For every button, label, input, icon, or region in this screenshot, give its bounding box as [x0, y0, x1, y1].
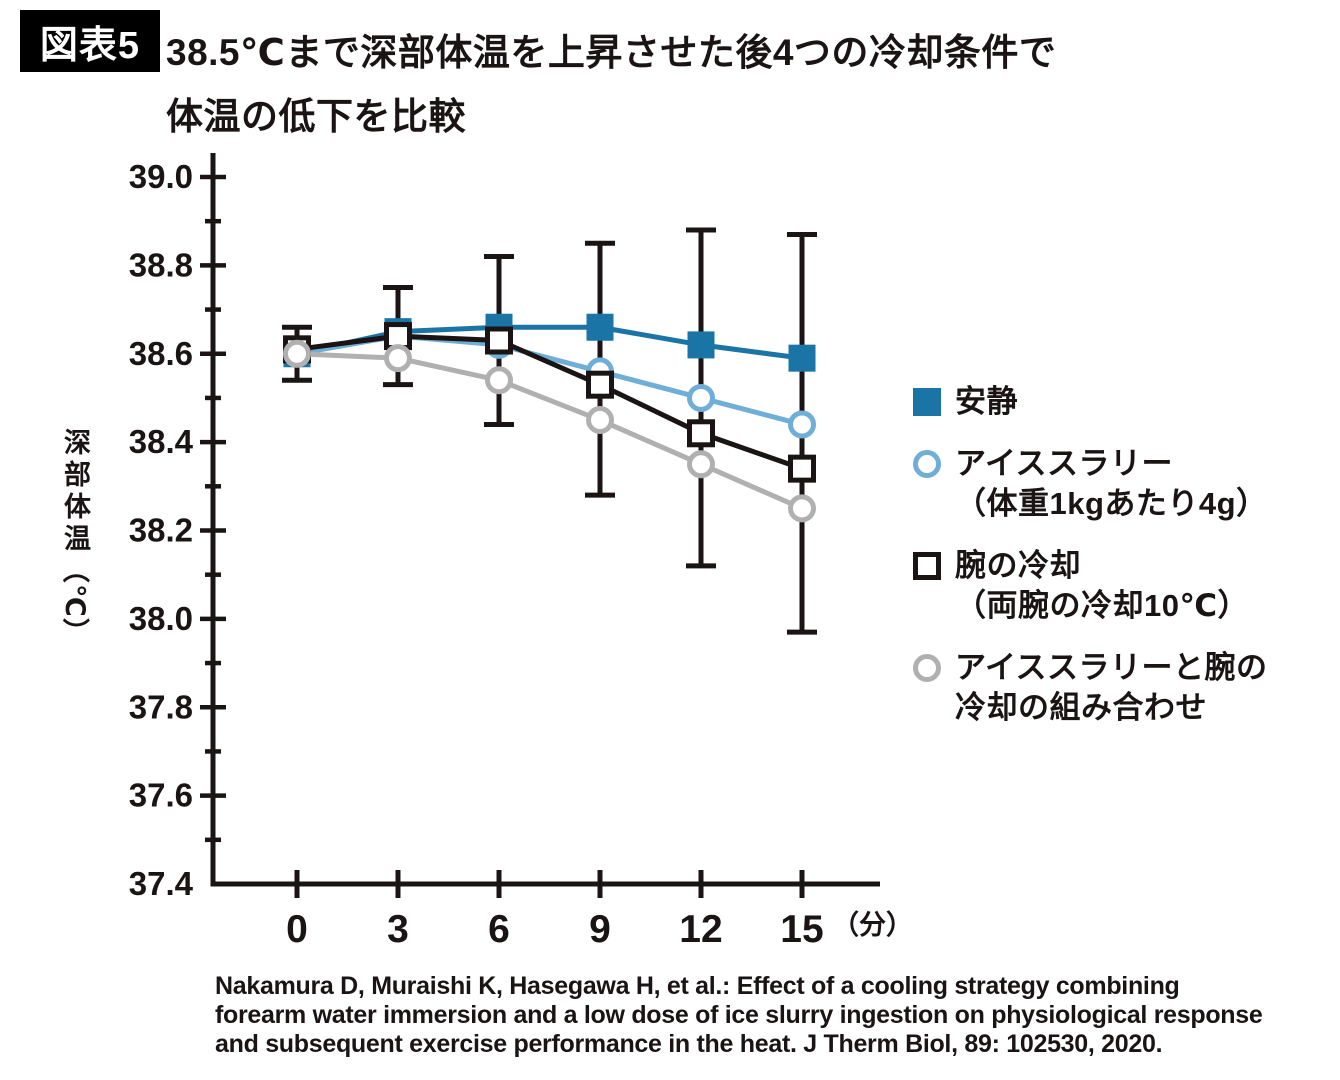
figure-title-line2: 体温の低下を比較: [166, 96, 466, 137]
figure-tag: 図表5: [20, 10, 160, 72]
series-line-rest: [296, 324, 803, 361]
x-axis-unit-label: （分）: [832, 910, 900, 940]
legend-item-forearm: 腕の冷却 （両腕の冷却10℃）: [913, 546, 1340, 626]
legend-label-forearm: 腕の冷却 （両腕の冷却10℃）: [955, 548, 1250, 623]
filled-square-marker-icon: [913, 388, 941, 416]
citation-line2: forearm water immersion and a low dose o…: [215, 1001, 1263, 1029]
y-tick-label: 37.8: [129, 688, 193, 725]
legend-item-combined: アイススラリーと腕の 冷却の組み合わせ: [913, 648, 1340, 728]
y-tick-label: 38.8: [129, 246, 193, 283]
marker-combined-4: [687, 450, 715, 479]
marker-forearm-5: [788, 454, 816, 483]
marker-forearm-3: [586, 370, 614, 399]
marker-combined-1: [384, 344, 412, 373]
legend-item-rest: 安静: [913, 382, 1340, 422]
x-tick-label: 15: [780, 908, 823, 951]
y-axis-title: 深部体温（℃）: [56, 428, 106, 708]
marker-rest-5: [788, 344, 816, 372]
series-line-combined: [296, 351, 804, 511]
citation-line3: and subsequent exercise performance in t…: [215, 1030, 1163, 1058]
y-axis-title-unit: （℃）: [60, 556, 90, 646]
y-tick-label: 38.6: [129, 335, 193, 372]
x-tick-label: 0: [286, 908, 308, 951]
citation-line1: Nakamura D, Muraishi K, Hasegawa H, et a…: [215, 972, 1180, 1000]
marker-slurry-5: [788, 410, 816, 439]
x-tick-label: 12: [679, 908, 722, 951]
open-circle-gray-marker-icon: [913, 654, 941, 682]
x-tick-label: 6: [488, 908, 510, 951]
figure-title-line1: 38.5℃まで深部体温を上昇させた後4つの冷却条件で: [166, 32, 1057, 73]
series-line-forearm: [296, 333, 803, 471]
marker-combined-3: [586, 406, 614, 435]
marker-forearm-2: [485, 326, 513, 355]
chart-canvas: 37.4 37.6 37.8 38.0 38.2 38.4 38.6 38.8 39.0 0 3 6 9…: [129, 153, 900, 951]
y-tick-label: 39.0: [129, 158, 193, 195]
legend-label-slurry: アイススラリー （体重1kgあたり4g）: [955, 446, 1268, 521]
marker-combined-0: [283, 339, 311, 368]
marker-forearm-4: [687, 419, 715, 448]
marker-forearm-1: [384, 322, 412, 351]
citation: Nakamura D, Muraishi K, Hasegawa H, et a…: [215, 972, 1263, 1059]
marker-rest-4: [687, 331, 715, 359]
legend-label-rest: 安静: [955, 384, 1018, 419]
chart-legend: 安静 アイススラリー （体重1kgあたり4g） 腕の冷却 （両腕の冷却10℃） アイ…: [913, 382, 1340, 728]
open-circle-marker-icon: [913, 450, 941, 478]
marker-combined-2: [485, 366, 513, 395]
x-tick-label: 3: [387, 908, 409, 951]
y-tick-label: 38.4: [129, 423, 194, 460]
marker-combined-5: [788, 494, 816, 523]
open-square-marker-icon: [913, 552, 941, 580]
marker-slurry-4: [687, 383, 715, 412]
x-tick-label: 9: [589, 908, 611, 951]
y-tick-label: 38.0: [129, 600, 193, 637]
y-axis-title-main: 深部体温: [60, 428, 90, 556]
y-tick-label: 37.4: [129, 865, 194, 902]
legend-item-slurry: アイススラリー （体重1kgあたり4g）: [913, 444, 1340, 524]
y-tick-label: 37.6: [129, 777, 193, 814]
marker-rest-3: [586, 313, 614, 341]
legend-label-combined: アイススラリーと腕の 冷却の組み合わせ: [955, 650, 1268, 725]
y-tick-label: 38.2: [129, 512, 193, 549]
